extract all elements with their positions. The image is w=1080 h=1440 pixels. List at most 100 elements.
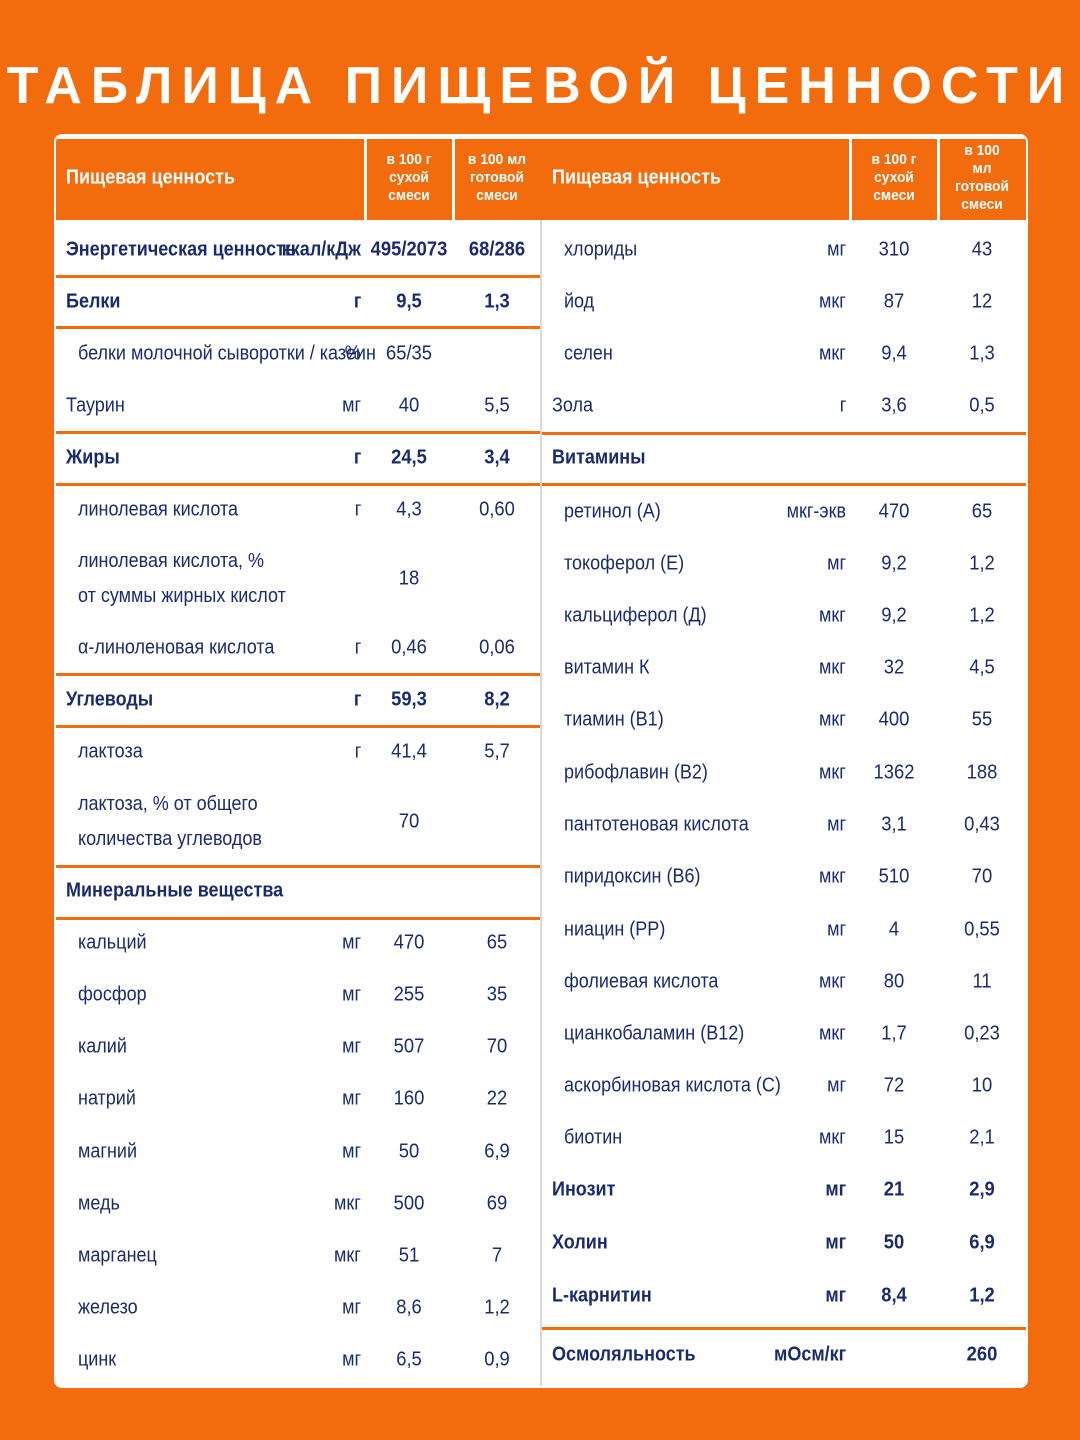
row-name: Витамины <box>552 446 646 469</box>
row-name: пиридоксин (В6) <box>564 865 701 888</box>
row-name: Жиры <box>66 446 120 469</box>
value-100g: 0,46 <box>391 636 427 659</box>
row-unit: мг <box>342 983 361 1006</box>
value-100g: 400 <box>878 708 910 731</box>
row-unit: мг <box>342 1296 361 1319</box>
row-unit: мг <box>827 238 846 261</box>
value-100ml: 11 <box>972 970 992 993</box>
value-100g: 3,1 <box>881 813 907 836</box>
row-unit: мкг <box>819 290 846 313</box>
value-100ml: 0,5 <box>969 394 995 417</box>
row-unit: мг <box>342 931 361 954</box>
value-100ml: 8,2 <box>484 688 510 711</box>
value-100ml: 22 <box>486 1087 508 1110</box>
value-100ml: 6,9 <box>969 1231 995 1254</box>
header-label: в 100 мл готовой смеси <box>955 142 1009 213</box>
row-divider <box>56 725 541 728</box>
row-unit: мкг <box>819 1126 846 1149</box>
value-100g: 21 <box>883 1178 905 1201</box>
row-divider <box>56 917 541 920</box>
row-unit: мкг <box>819 865 846 888</box>
value-100ml: 12 <box>971 290 993 313</box>
row-unit: мг <box>342 1140 361 1163</box>
value-100ml: 0,43 <box>964 813 1000 836</box>
row-name: биотин <box>564 1126 623 1149</box>
value-100g: 15 <box>883 1126 905 1149</box>
row-name: магний <box>78 1140 138 1163</box>
value-100g: 8,6 <box>396 1296 422 1319</box>
row-unit: мг <box>827 552 846 575</box>
value-100g: 470 <box>878 500 910 523</box>
row-unit: мг <box>342 1087 361 1110</box>
value-100ml: 43 <box>971 238 993 261</box>
row-name: Энергетическая ценность <box>66 238 297 261</box>
value-100ml: 188 <box>966 761 998 784</box>
value-100g: 41,4 <box>391 740 427 763</box>
value-100g: 40 <box>398 394 420 417</box>
row-unit: мг <box>827 1074 846 1097</box>
row-name: йод <box>564 290 595 313</box>
row-name: Зола <box>552 394 594 417</box>
value-100g: 3,6 <box>881 394 907 417</box>
row-name: Холин <box>552 1231 608 1254</box>
row-divider <box>56 673 541 676</box>
value-100ml: 70 <box>486 1035 508 1058</box>
row-name: ниацин (РР) <box>564 918 666 941</box>
value-100ml: 0,55 <box>964 918 1000 941</box>
value-100g: 59,3 <box>391 688 427 711</box>
row-unit: мг <box>827 918 846 941</box>
row-name: рибофлавин (В2) <box>564 761 708 784</box>
value-100g: 4,3 <box>396 498 422 521</box>
row-unit: мг <box>342 394 361 417</box>
row-unit: г <box>354 498 361 521</box>
value-100g: 6,5 <box>396 1348 422 1371</box>
row-name: аскорбиновая кислота (С) <box>564 1074 781 1097</box>
row-unit: мг <box>827 813 846 836</box>
row-name: Инозит <box>552 1178 616 1201</box>
row-name: лактоза <box>78 740 143 763</box>
value-100g: 9,2 <box>881 604 907 627</box>
value-100g: 9,2 <box>881 552 907 575</box>
value-100g: 310 <box>878 238 910 261</box>
header-divider <box>452 139 455 220</box>
value-100ml: 0,9 <box>484 1348 510 1371</box>
header-label: Пищевая ценность <box>66 166 236 189</box>
header-divider <box>849 139 852 220</box>
value-100g: 24,5 <box>391 446 427 469</box>
row-unit: мг <box>825 1284 846 1307</box>
row-divider <box>541 1327 1026 1330</box>
value-100g: 255 <box>393 983 425 1006</box>
row-unit: г <box>353 446 361 469</box>
row-unit: г <box>353 688 361 711</box>
row-unit: мкг <box>334 1244 361 1267</box>
row-name: ретинол (А) <box>564 500 661 523</box>
row-name: Углеводы <box>66 688 154 711</box>
header-divider <box>937 139 940 220</box>
row-name: Минеральные вещества <box>66 879 284 902</box>
row-divider <box>56 865 541 868</box>
value-100g: 1,7 <box>881 1022 907 1045</box>
value-100g: 70 <box>398 810 420 833</box>
row-name: пантотеновая кислота <box>564 813 749 836</box>
value-100g: 18 <box>398 567 420 590</box>
value-100g: 9,4 <box>881 342 907 365</box>
table-divider <box>540 220 542 1386</box>
value-100ml: 69 <box>486 1192 508 1215</box>
row-name: фолиевая кислота <box>564 970 719 993</box>
row-divider <box>56 275 541 278</box>
row-name: Белки <box>66 290 121 313</box>
value-100ml: 2,9 <box>969 1178 995 1201</box>
row-unit: г <box>839 394 846 417</box>
row-unit: мкг <box>334 1192 361 1215</box>
value-100ml: 5,5 <box>484 394 510 417</box>
value-100g: 8,4 <box>881 1284 907 1307</box>
row-name: Осмоляльность <box>552 1343 696 1366</box>
header-band <box>541 139 1026 220</box>
row-unit: мкг <box>819 970 846 993</box>
value-100g: 9,5 <box>396 290 422 313</box>
header-divider <box>364 139 367 220</box>
value-100ml: 1,3 <box>969 342 995 365</box>
header-label: в 100 г сухой смеси <box>871 151 917 204</box>
value-100ml: 1,2 <box>969 604 995 627</box>
